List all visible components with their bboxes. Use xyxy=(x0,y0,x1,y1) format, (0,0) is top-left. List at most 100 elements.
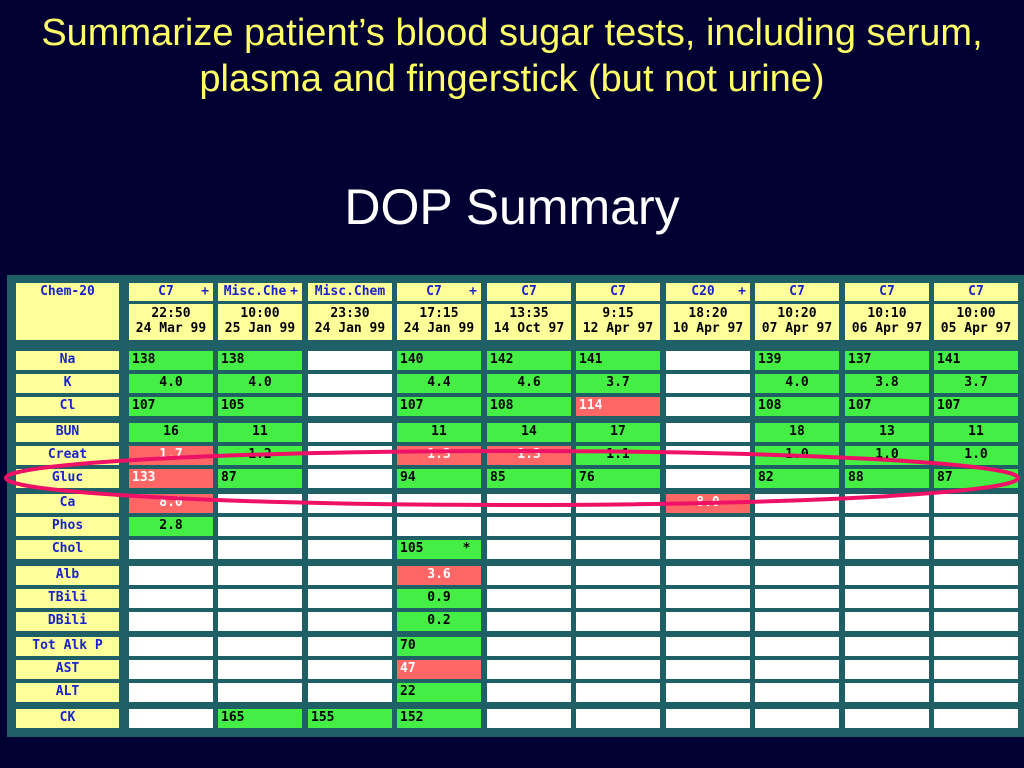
lab-value-cell xyxy=(576,517,660,536)
row-label-phos[interactable]: Phos xyxy=(16,517,119,536)
lab-value-cell xyxy=(845,566,929,585)
lab-value-cell[interactable]: 13 xyxy=(845,423,929,442)
column-panel-header[interactable]: C7 + xyxy=(397,283,481,301)
lab-value-cell[interactable]: 11 xyxy=(934,423,1018,442)
column-panel-header[interactable]: C7 + xyxy=(129,283,213,301)
column-panel-header[interactable]: C7 xyxy=(845,283,929,301)
lab-value-cell[interactable]: 141 xyxy=(576,351,660,370)
lab-value-cell[interactable]: 165 xyxy=(218,709,302,728)
lab-value-cell[interactable]: 1.7 xyxy=(129,446,213,465)
lab-value-cell[interactable]: 3.8 xyxy=(845,374,929,393)
lab-value-cell[interactable]: 3.7 xyxy=(576,374,660,393)
lab-value-cell[interactable]: 0.9 xyxy=(397,589,481,608)
lab-value-cell[interactable]: 11 xyxy=(218,423,302,442)
lab-value-cell[interactable]: 155 xyxy=(308,709,392,728)
lab-value-cell[interactable]: 85 xyxy=(487,469,571,488)
column-panel-header[interactable]: C20 + xyxy=(666,283,750,301)
column-panel-header[interactable]: C7 xyxy=(755,283,839,301)
lab-value-cell[interactable]: 87 xyxy=(934,469,1018,488)
row-label-creat[interactable]: Creat xyxy=(16,446,119,465)
lab-value-cell[interactable]: 16 xyxy=(129,423,213,442)
lab-value-cell xyxy=(218,517,302,536)
lab-value-cell[interactable]: 107 xyxy=(934,397,1018,416)
lab-value-cell[interactable]: 140 xyxy=(397,351,481,370)
row-label-ast[interactable]: AST xyxy=(16,660,119,679)
lab-value-cell[interactable]: 1.3 xyxy=(487,446,571,465)
lab-value-cell[interactable]: 87 xyxy=(218,469,302,488)
row-label-tbili[interactable]: TBili xyxy=(16,589,119,608)
lab-value-cell[interactable]: 142 xyxy=(487,351,571,370)
lab-value-cell[interactable]: 138 xyxy=(129,351,213,370)
row-label-ck[interactable]: CK xyxy=(16,709,119,728)
lab-value-cell[interactable]: 1.0 xyxy=(755,446,839,465)
column-panel-header[interactable]: Misc.Chem xyxy=(308,283,392,301)
lab-value-cell[interactable]: 76 xyxy=(576,469,660,488)
expand-plus-icon[interactable]: + xyxy=(290,284,298,299)
row-label-ca[interactable]: Ca xyxy=(16,494,119,513)
lab-value-cell[interactable]: 3.6 xyxy=(397,566,481,585)
lab-value-cell[interactable]: 70 xyxy=(397,637,481,656)
lab-value-cell[interactable]: 1.3 xyxy=(397,446,481,465)
lab-value-cell[interactable]: 114 xyxy=(576,397,660,416)
lab-value-cell[interactable]: 108 xyxy=(487,397,571,416)
lab-value-cell[interactable]: 137 xyxy=(845,351,929,370)
row-label-tot-alk-p[interactable]: Tot Alk P xyxy=(16,637,119,656)
expand-plus-icon[interactable]: + xyxy=(738,284,746,299)
lab-value-cell[interactable]: 4.0 xyxy=(218,374,302,393)
column-panel-header[interactable]: Misc.Che + xyxy=(218,283,302,301)
lab-value-cell[interactable]: 1.0 xyxy=(845,446,929,465)
lab-value-cell[interactable]: 14 xyxy=(487,423,571,442)
lab-value-cell[interactable]: 17 xyxy=(576,423,660,442)
row-label-alb[interactable]: Alb xyxy=(16,566,119,585)
lab-value-cell[interactable]: 108 xyxy=(755,397,839,416)
row-label-k[interactable]: K xyxy=(16,374,119,393)
lab-value-cell xyxy=(666,566,750,585)
lab-value-cell[interactable]: 88 xyxy=(845,469,929,488)
lab-value-cell[interactable]: 1.0 xyxy=(934,446,1018,465)
lab-value-cell[interactable]: 0.2 xyxy=(397,612,481,631)
lab-value-cell[interactable]: 152 xyxy=(397,709,481,728)
lab-value-cell[interactable]: 105 * xyxy=(397,540,481,559)
lab-value-cell[interactable]: 141 xyxy=(934,351,1018,370)
lab-value-cell[interactable]: 105 xyxy=(218,397,302,416)
lab-value-cell[interactable]: 2.8 xyxy=(129,517,213,536)
lab-value-cell[interactable]: 139 xyxy=(755,351,839,370)
lab-value-cell[interactable]: 11 xyxy=(397,423,481,442)
lab-value-cell[interactable]: 94 xyxy=(397,469,481,488)
row-label-alt[interactable]: ALT xyxy=(16,683,119,702)
lab-value-cell xyxy=(845,517,929,536)
lab-value-cell[interactable]: 8.0 xyxy=(666,494,750,513)
row-label-bun[interactable]: BUN xyxy=(16,423,119,442)
lab-value-cell xyxy=(666,517,750,536)
lab-value-cell[interactable]: 138 xyxy=(218,351,302,370)
lab-value-cell[interactable]: 18 xyxy=(755,423,839,442)
lab-value-cell[interactable]: 4.0 xyxy=(755,374,839,393)
column-panel-header[interactable]: C7 xyxy=(934,283,1018,301)
column-time: 10:10 xyxy=(867,306,907,321)
lab-value-cell[interactable]: 107 xyxy=(845,397,929,416)
lab-value-cell[interactable]: 133 xyxy=(129,469,213,488)
lab-value-cell[interactable]: 4.6 xyxy=(487,374,571,393)
dop-summary-table: Chem-20 C7 +22:50 24 Mar 99 Misc.Che +10:00 25… xyxy=(7,275,1024,737)
lab-value-cell[interactable]: 22 xyxy=(397,683,481,702)
lab-value-cell[interactable]: 1.2 xyxy=(218,446,302,465)
lab-value-cell xyxy=(666,540,750,559)
row-label-chol[interactable]: Chol xyxy=(16,540,119,559)
lab-value-cell[interactable]: 8.0 xyxy=(129,494,213,513)
row-label-gluc[interactable]: Gluc xyxy=(16,469,119,488)
lab-value-cell[interactable]: 82 xyxy=(755,469,839,488)
expand-plus-icon[interactable]: + xyxy=(469,284,477,299)
column-panel-header[interactable]: C7 xyxy=(487,283,571,301)
column-panel-header[interactable]: C7 xyxy=(576,283,660,301)
row-label-cl[interactable]: Cl xyxy=(16,397,119,416)
row-label-na[interactable]: Na xyxy=(16,351,119,370)
expand-plus-icon[interactable]: + xyxy=(201,284,209,299)
lab-value-cell[interactable]: 4.4 xyxy=(397,374,481,393)
lab-value-cell[interactable]: 1.1 xyxy=(576,446,660,465)
row-label-dbili[interactable]: DBili xyxy=(16,612,119,631)
lab-value-cell[interactable]: 107 xyxy=(129,397,213,416)
lab-value-cell[interactable]: 47 xyxy=(397,660,481,679)
lab-value-cell[interactable]: 3.7 xyxy=(934,374,1018,393)
lab-value-cell[interactable]: 4.0 xyxy=(129,374,213,393)
lab-value-cell[interactable]: 107 xyxy=(397,397,481,416)
